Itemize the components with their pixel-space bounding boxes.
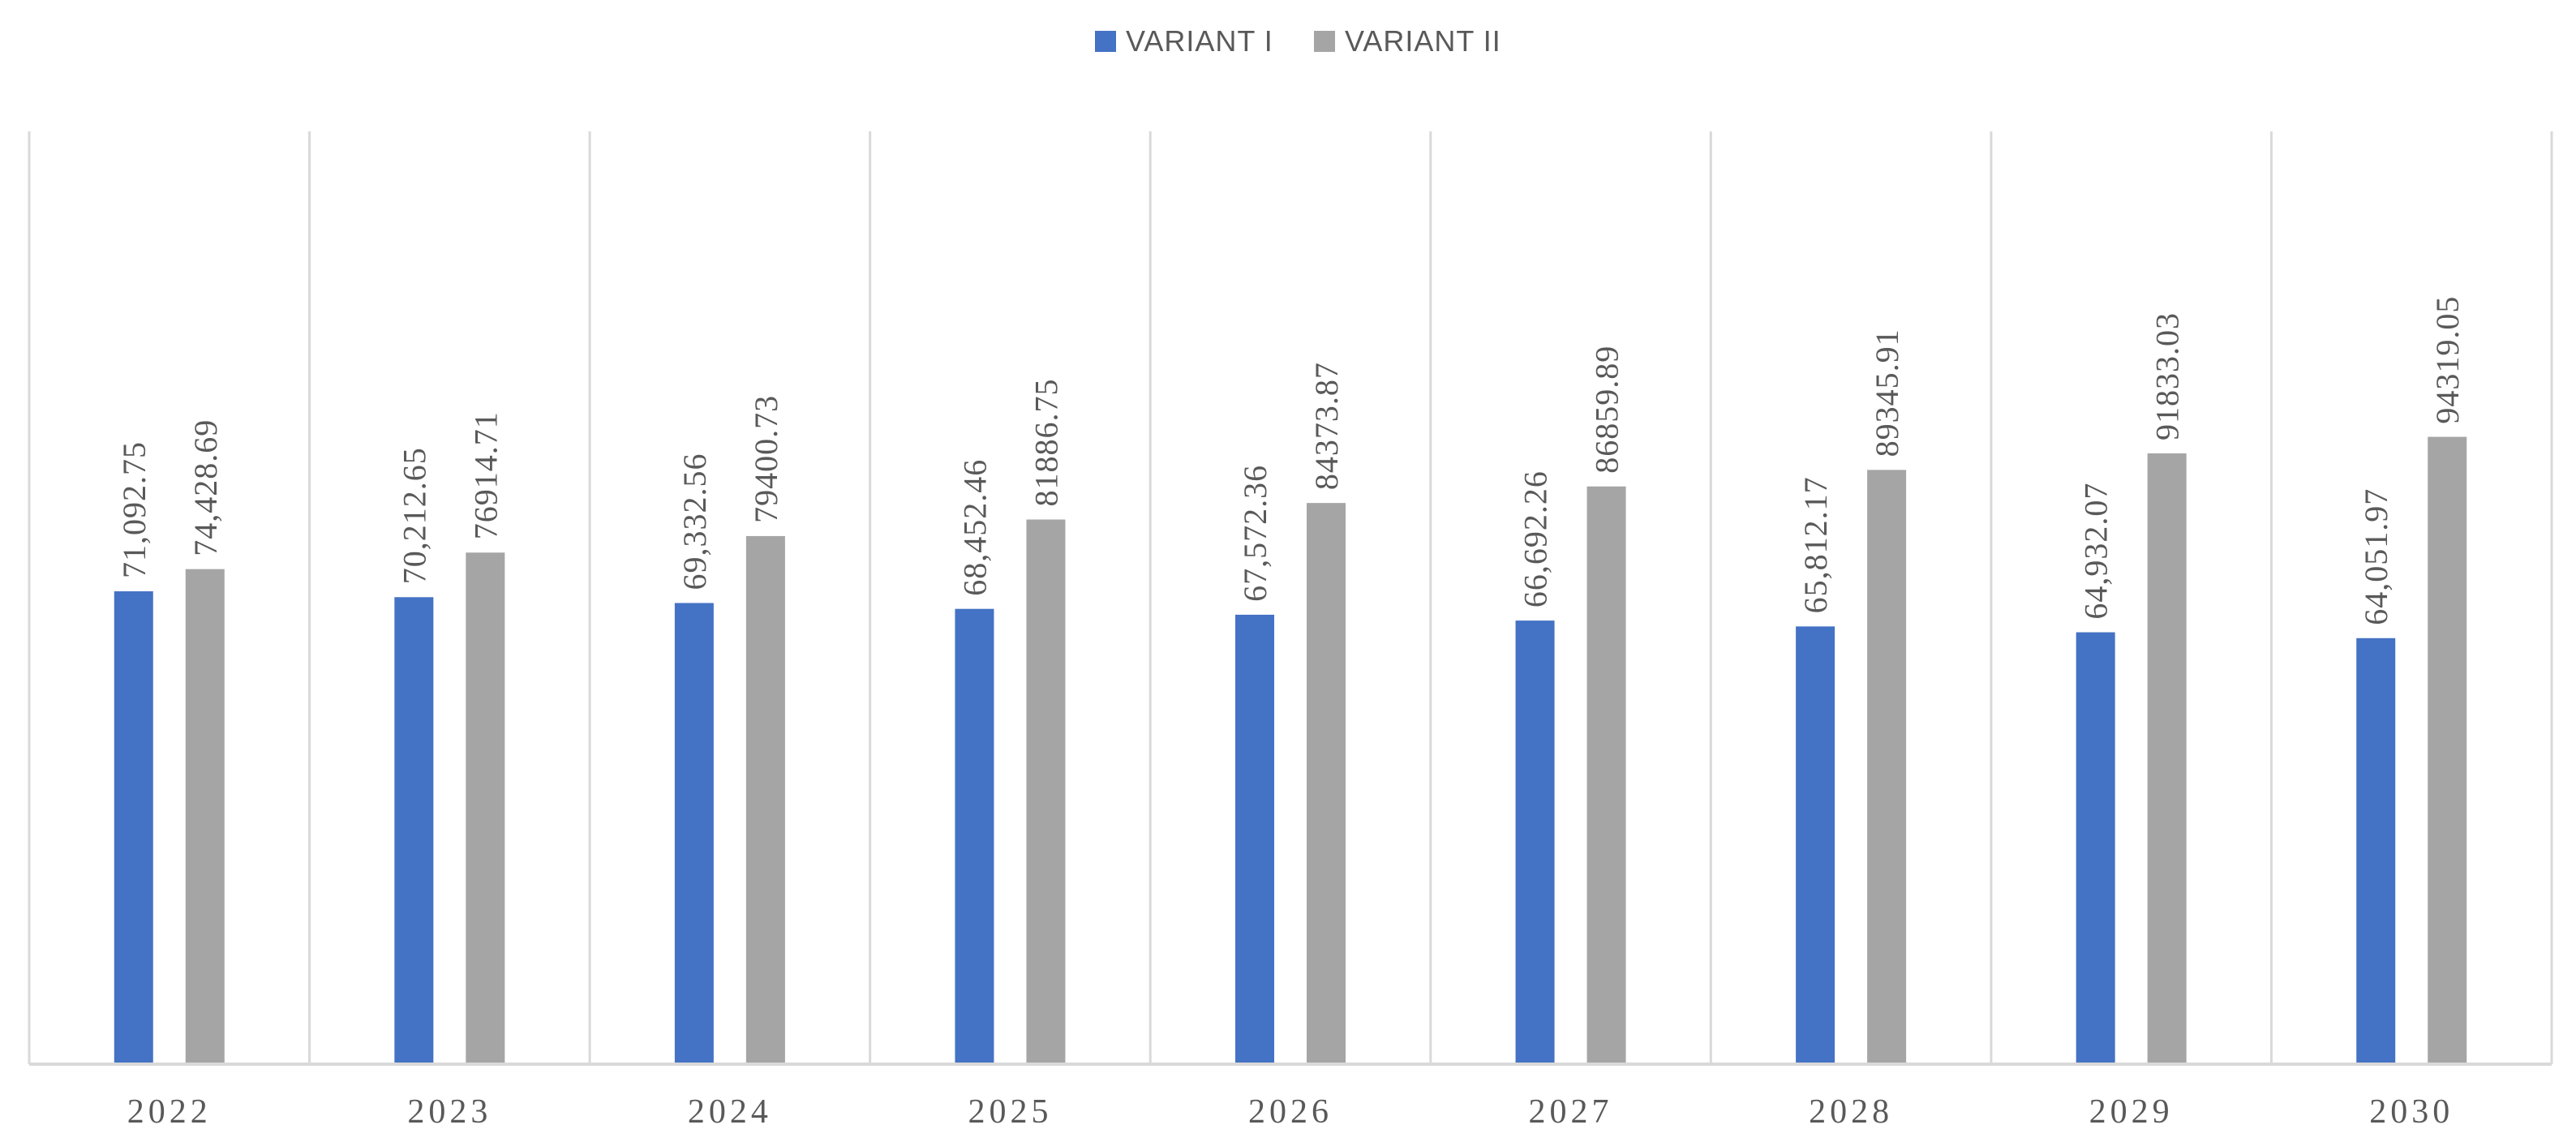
bar-variant-i-2026: [1235, 614, 1274, 1064]
category-gridlines: [28, 131, 2553, 1064]
bar-variant-i-2028: [1796, 626, 1835, 1064]
data-labels: 71,092.75 74,428.69 70,212.65 76914.71 69,33…: [116, 296, 2466, 625]
bar-variant-ii-2030: [2428, 436, 2467, 1064]
legend-label-variant-i: VARIANT I: [1126, 24, 1273, 58]
bar-variant-ii-2029: [2147, 453, 2187, 1064]
bar-variant-ii-2027: [1586, 486, 1626, 1064]
bar-variant-ii-2025: [1026, 519, 1066, 1064]
bar-variant-i-2022: [114, 591, 153, 1064]
legend-swatch-variant-ii: [1314, 31, 1335, 52]
x-tick-label-2027: 2027: [1529, 1093, 1613, 1131]
x-tick-label-2025: 2025: [968, 1093, 1052, 1131]
x-tick-label-2024: 2024: [688, 1093, 772, 1131]
bar-variant-ii-2023: [466, 552, 505, 1064]
data-label-variant-i-2022: 71,092.75: [116, 441, 152, 578]
x-tick-label-2023: 2023: [407, 1093, 492, 1131]
legend: VARIANT I VARIANT II: [1095, 24, 1501, 58]
legend-label-variant-ii: VARIANT II: [1345, 24, 1501, 58]
x-tick-label-2026: 2026: [1248, 1093, 1333, 1131]
x-tick-label-2030: 2030: [2369, 1093, 2454, 1131]
data-label-variant-ii-2029: 91833.03: [2149, 312, 2186, 440]
data-label-variant-i-2026: 67,572.36: [1237, 465, 1273, 602]
bar-variant-i-2023: [394, 597, 434, 1064]
data-label-variant-i-2023: 70,212.65: [396, 447, 432, 584]
data-label-variant-i-2027: 66,692.26: [1518, 470, 1554, 607]
legend-swatch-variant-i: [1095, 31, 1116, 52]
data-label-variant-ii-2025: 81886.75: [1028, 379, 1064, 507]
bar-variant-i-2030: [2356, 638, 2396, 1064]
data-label-variant-i-2028: 65,812.17: [1797, 476, 1834, 613]
x-tick-label-2028: 2028: [1809, 1093, 1893, 1131]
bar-variant-ii-2024: [745, 535, 785, 1064]
bar-variant-i-2027: [1515, 620, 1555, 1064]
data-label-variant-ii-2023: 76914.71: [467, 411, 504, 539]
data-label-variant-ii-2030: 94319.05: [2429, 296, 2466, 424]
x-axis-tick-labels: 2022 2023 2024 2025 2026 2027 2028 2029 2030: [127, 1093, 2454, 1131]
data-label-variant-ii-2027: 86859.89: [1589, 346, 1625, 474]
bars: [114, 436, 2467, 1064]
data-label-variant-ii-2022: 74,428.69: [187, 419, 224, 556]
bar-variant-i-2029: [2076, 632, 2115, 1064]
data-label-variant-i-2030: 64,051.97: [2358, 488, 2394, 625]
data-label-variant-i-2024: 69,332.56: [676, 453, 713, 590]
bar-variant-i-2025: [955, 608, 994, 1064]
x-tick-label-2022: 2022: [127, 1093, 212, 1131]
bar-variant-ii-2028: [1867, 470, 1907, 1064]
data-label-variant-i-2025: 68,452.46: [956, 459, 993, 596]
bar-variant-ii-2022: [185, 569, 225, 1064]
data-label-variant-ii-2026: 84373.87: [1308, 362, 1345, 490]
x-tick-label-2029: 2029: [2089, 1093, 2174, 1131]
data-label-variant-ii-2028: 89345.91: [1869, 328, 1905, 457]
bar-variant-i-2024: [674, 603, 714, 1064]
data-label-variant-i-2029: 64,932.07: [2078, 483, 2114, 620]
data-label-variant-ii-2024: 79400.73: [748, 395, 784, 523]
bar-variant-ii-2026: [1307, 503, 1346, 1064]
